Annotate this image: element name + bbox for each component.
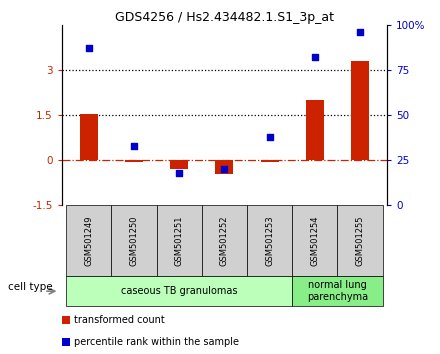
Point <box>356 29 363 35</box>
Point <box>221 166 228 172</box>
Bar <box>157 205 202 276</box>
Bar <box>170 160 188 169</box>
Text: GSM501252: GSM501252 <box>220 216 229 266</box>
Text: cell type: cell type <box>8 282 53 292</box>
Bar <box>292 276 383 306</box>
Bar <box>80 114 98 160</box>
Bar <box>292 205 337 276</box>
Bar <box>260 160 279 162</box>
Bar <box>247 205 292 276</box>
Point <box>130 143 137 149</box>
Text: GSM501254: GSM501254 <box>310 216 319 266</box>
Bar <box>125 160 143 162</box>
Point <box>266 134 273 139</box>
Text: GSM501255: GSM501255 <box>356 216 365 266</box>
Text: percentile rank within the sample: percentile rank within the sample <box>74 337 239 347</box>
Text: transformed count: transformed count <box>74 315 165 325</box>
Text: GSM501251: GSM501251 <box>175 216 183 266</box>
Point <box>176 170 183 176</box>
Bar <box>351 61 369 160</box>
Bar <box>306 100 324 160</box>
Bar <box>66 205 111 276</box>
Title: GDS4256 / Hs2.434482.1.S1_3p_at: GDS4256 / Hs2.434482.1.S1_3p_at <box>115 11 334 24</box>
Text: normal lung
parenchyma: normal lung parenchyma <box>307 280 368 302</box>
Bar <box>202 205 247 276</box>
Text: caseous TB granulomas: caseous TB granulomas <box>121 286 238 296</box>
Text: GSM501249: GSM501249 <box>84 216 93 266</box>
Text: GSM501250: GSM501250 <box>129 216 139 266</box>
Bar <box>111 205 157 276</box>
Text: GSM501253: GSM501253 <box>265 215 274 266</box>
Bar <box>66 276 292 306</box>
Bar <box>337 205 383 276</box>
Point <box>85 45 92 51</box>
Bar <box>215 160 234 174</box>
Point <box>312 55 319 60</box>
